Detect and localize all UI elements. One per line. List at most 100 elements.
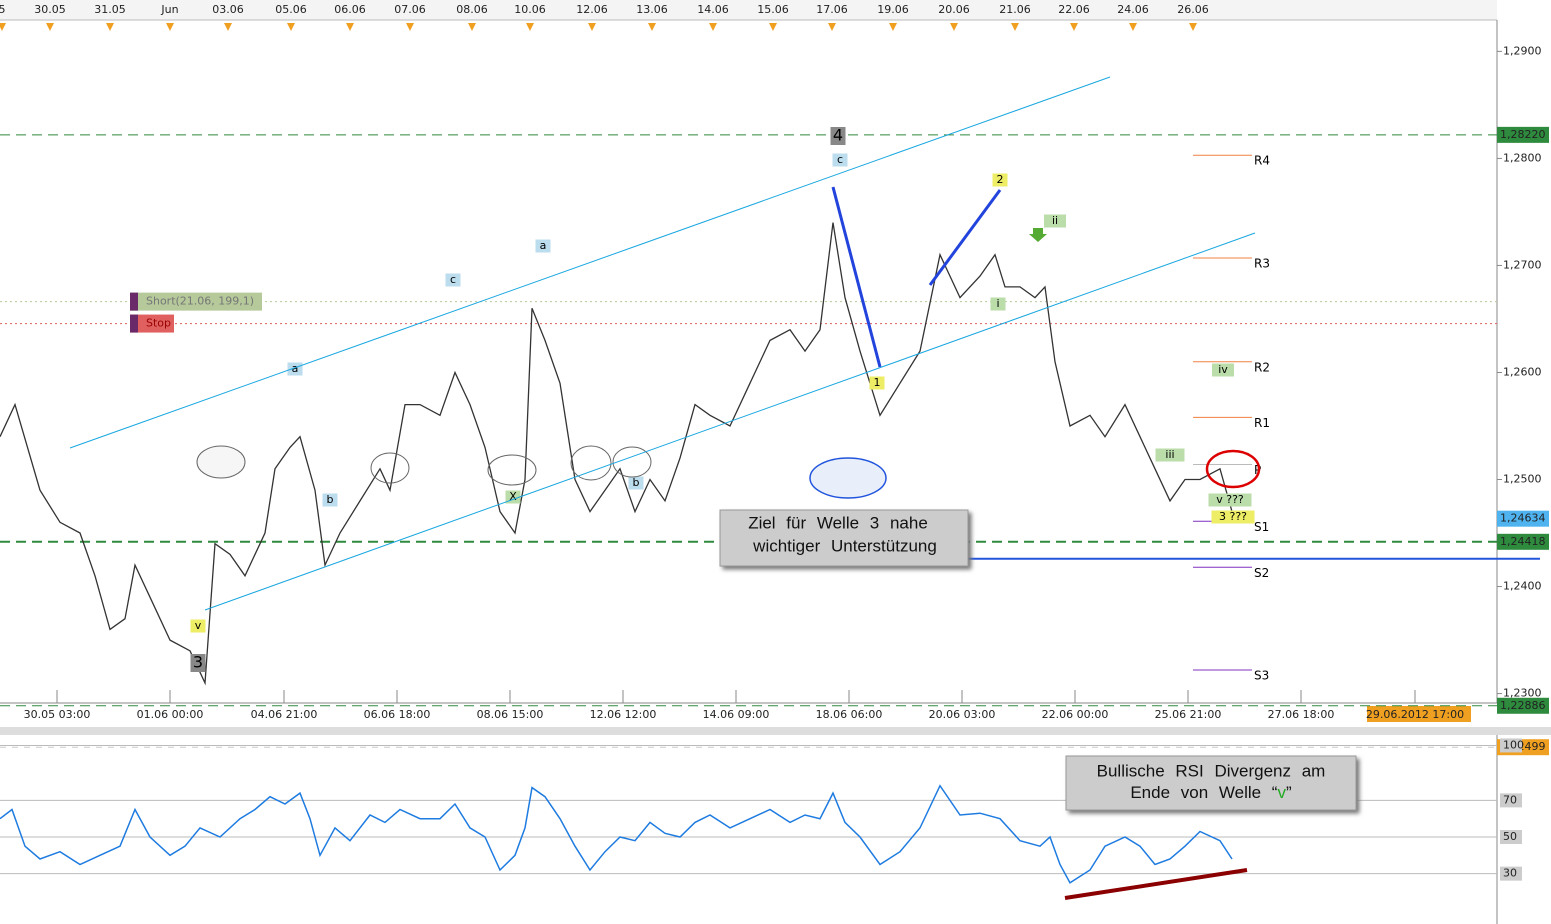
rsi-line xyxy=(0,784,1233,884)
wave-label-box xyxy=(869,376,885,390)
wave-label-box xyxy=(1208,493,1252,507)
wave-label: c xyxy=(450,273,456,286)
date-marker xyxy=(1189,23,1197,31)
y-tick-label: 50 xyxy=(1503,830,1517,843)
pivot-label: R4 xyxy=(1254,154,1270,168)
wave-label: iii xyxy=(1165,448,1174,461)
wave-label: b xyxy=(327,493,334,506)
time-highlight xyxy=(1367,706,1471,722)
divergence-line xyxy=(1064,868,1248,900)
level-label: 1,22886 xyxy=(1500,699,1546,712)
x-tick-label: 12.06 12:00 xyxy=(590,708,657,721)
top-date-label: 19.06 xyxy=(877,3,909,16)
target-ellipse xyxy=(1205,449,1261,489)
wave-label: 1 xyxy=(874,376,881,389)
top-date-label: 15.06 xyxy=(757,3,789,16)
date-marker xyxy=(709,23,717,31)
date-marker xyxy=(106,23,114,31)
wave-label: 3 ??? xyxy=(1219,510,1247,523)
x-tick-label: 01.06 00:00 xyxy=(137,708,204,721)
top-date-label: 5 xyxy=(0,3,6,16)
top-date-label: 31.05 xyxy=(94,3,126,16)
level-label: 1,28220 xyxy=(1500,128,1546,141)
pivot-label: R1 xyxy=(1254,416,1270,430)
wave-label-box xyxy=(535,239,551,253)
panel-separator xyxy=(0,727,1551,735)
top-date-label: 10.06 xyxy=(514,3,546,16)
rsi-tick-box xyxy=(1500,866,1522,881)
date-marker xyxy=(889,23,897,31)
top-date-label: 05.06 xyxy=(275,3,307,16)
level-label: 1,24634 xyxy=(1500,512,1546,525)
wave-label-box xyxy=(287,362,303,376)
callout-text: Bullische RSI Divergenz am xyxy=(1097,761,1326,780)
x-tick-label: 08.06 15:00 xyxy=(477,708,544,721)
date-marker xyxy=(287,23,295,31)
level-box xyxy=(1497,510,1549,527)
pivot-label: P xyxy=(1254,463,1261,477)
date-marker xyxy=(828,23,836,31)
wave-label-box xyxy=(1155,448,1185,462)
top-date-label: 20.06 xyxy=(938,3,970,16)
trade-label: Short(21.06, 199,1) xyxy=(146,295,254,308)
x-tick-label: 20.06 03:00 xyxy=(929,708,996,721)
wave-label: b xyxy=(633,476,640,489)
wave-label: c xyxy=(837,153,843,166)
pivot-label: S3 xyxy=(1254,669,1269,683)
y-tick-label: 100 xyxy=(1503,738,1524,751)
rsi-tick-box xyxy=(1500,830,1522,845)
callout-part: v xyxy=(1277,783,1286,802)
y-tick-label: 1,2600 xyxy=(1503,365,1542,378)
top-date-label: 08.06 xyxy=(456,3,488,16)
wave-label-box xyxy=(832,153,848,167)
wave-label: ii xyxy=(1052,214,1058,227)
marker-ellipse xyxy=(370,452,410,484)
wave-line xyxy=(928,189,1002,286)
y-tick-label: 1,2700 xyxy=(1503,258,1542,271)
wave-label-box xyxy=(190,654,206,672)
price-line xyxy=(0,222,1233,686)
top-date-label: 24.06 xyxy=(1117,3,1149,16)
wave-label: 2 xyxy=(997,173,1004,186)
channel-upper xyxy=(69,76,1111,449)
x-tick-label: 25.06 21:00 xyxy=(1155,708,1222,721)
y-tick-label: 30 xyxy=(1503,867,1517,880)
wave-label-box xyxy=(445,273,461,287)
channel-lower xyxy=(204,232,1256,611)
x-tick-label: 06.06 18:00 xyxy=(364,708,431,721)
top-date-label: 30.05 xyxy=(34,3,66,16)
callout-text: Ziel für Welle 3 nahe xyxy=(748,513,928,532)
callout-part: Ende von Welle “ xyxy=(1130,783,1277,802)
top-date-label: 03.06 xyxy=(212,3,244,16)
top-date-label: 12.06 xyxy=(576,3,608,16)
plot-layer: 5 30.05 31.05 Jun 03.06 05.06 06.06 07.06 08.06 1… xyxy=(0,3,1549,884)
date-marker xyxy=(950,23,958,31)
y-tick-label: 1,2800 xyxy=(1503,151,1542,164)
trade-box xyxy=(130,292,262,311)
wave-label-box xyxy=(322,493,338,507)
trade-box xyxy=(130,314,174,333)
marker-ellipse xyxy=(612,446,652,478)
y-tick-label: 1,2500 xyxy=(1503,473,1542,486)
date-marker xyxy=(769,23,777,31)
trade-handle xyxy=(130,314,138,333)
wave-label-box xyxy=(830,127,846,145)
level-box xyxy=(1497,533,1549,550)
pivot-label: S2 xyxy=(1254,566,1269,580)
date-marker xyxy=(0,23,6,31)
wave-label: a xyxy=(540,239,547,252)
date-marker xyxy=(406,23,414,31)
rsi-tick-box xyxy=(1500,793,1522,808)
level-box xyxy=(1497,697,1549,714)
x-tick-label: 29.06.2012 17:00 xyxy=(1366,708,1464,721)
wave-label: iv xyxy=(1218,363,1228,376)
fib-ellipse xyxy=(809,457,887,499)
wave-label-box xyxy=(990,297,1006,311)
wave-label: 3 xyxy=(193,653,203,672)
top-date-label: 13.06 xyxy=(636,3,668,16)
pivot-label: S1 xyxy=(1254,520,1269,534)
callout-text: Ende von Welle “v” xyxy=(1130,783,1292,802)
callout-box xyxy=(1065,755,1357,811)
wave-label-box xyxy=(190,619,206,633)
